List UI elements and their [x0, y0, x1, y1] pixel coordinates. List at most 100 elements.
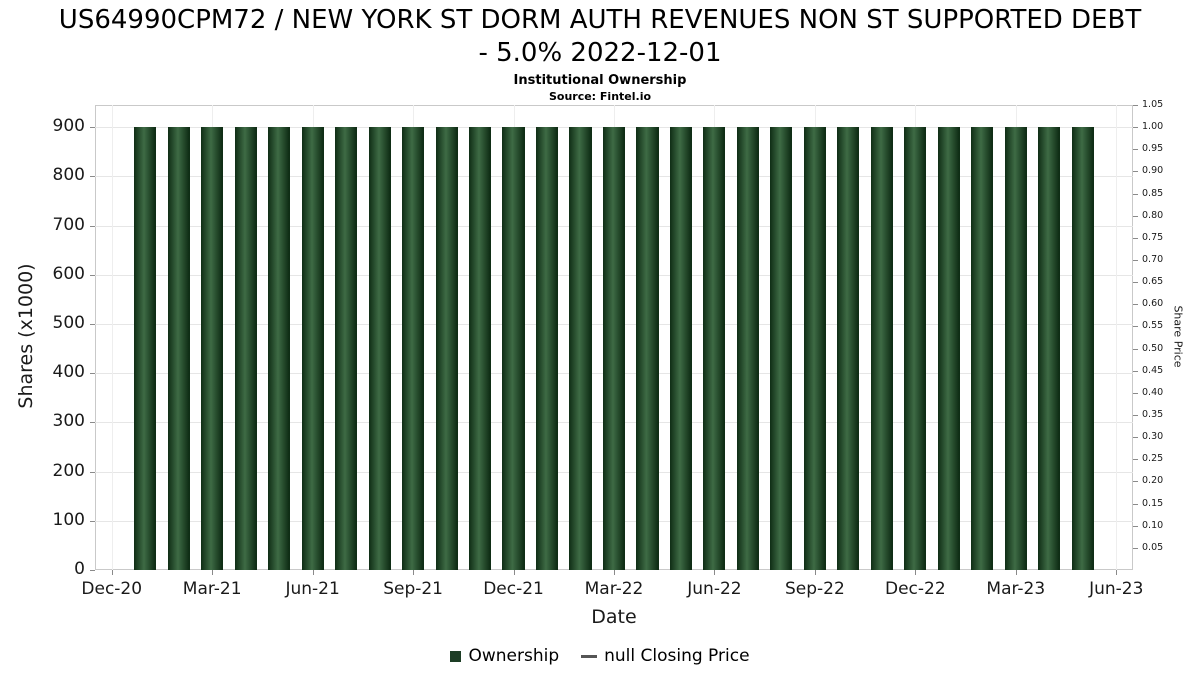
y-axis-tick-label-right: 0.40 — [1142, 386, 1164, 398]
ownership-bar[interactable] — [870, 127, 893, 570]
v-gridline — [1116, 105, 1118, 570]
ownership-bar[interactable] — [234, 127, 257, 570]
y-axis-tick-label-left: 400 — [52, 362, 85, 383]
y-axis-tick-label-left: 300 — [52, 411, 85, 432]
y-axis-tick-mark-right — [1133, 282, 1138, 284]
x-axis-tick-label: Dec-20 — [81, 579, 143, 599]
legend-closing-price-label: null Closing Price — [604, 646, 750, 666]
v-gridline — [111, 105, 113, 570]
legend-item-ownership[interactable]: Ownership — [450, 646, 559, 666]
y-axis-tick-label-right: 1.05 — [1142, 99, 1164, 110]
ownership-bar[interactable] — [535, 127, 559, 570]
y-axis-tick-mark-left — [90, 127, 95, 129]
y-axis-tick-label-right: 1.00 — [1142, 121, 1164, 133]
y-axis-tick-mark-right — [1133, 437, 1138, 439]
y-axis-tick-label-right: 0.05 — [1142, 541, 1164, 553]
ownership-bar[interactable] — [301, 127, 324, 570]
x-axis-tick-label: Sep-21 — [383, 579, 443, 599]
x-axis-tick-mark — [1015, 570, 1017, 575]
y-axis-tick-label-left: 0 — [74, 559, 85, 579]
y-axis-tick-label-right: 0.10 — [1142, 519, 1164, 531]
y-axis-tick-label-right: 0.35 — [1142, 409, 1164, 420]
chart-subtitle: Institutional Ownership — [513, 73, 687, 88]
ownership-bar[interactable] — [469, 127, 492, 570]
y-axis-tick-label-right: 0.55 — [1142, 320, 1164, 332]
x-axis-tick-label: Dec-21 — [483, 579, 544, 599]
y-axis-tick-mark-right — [1133, 193, 1138, 195]
y-axis-tick-mark-left — [90, 225, 95, 227]
y-axis-tick-label-left: 100 — [52, 509, 85, 530]
ownership-legend-marker-icon — [450, 650, 462, 662]
y-axis-tick-mark-left — [90, 520, 95, 522]
y-axis-label-right: Share Price — [1171, 305, 1185, 368]
ownership-bar[interactable] — [167, 127, 190, 570]
ownership-bar[interactable] — [602, 127, 626, 570]
y-axis-tick-mark-right — [1133, 105, 1138, 106]
y-axis-tick-label-right: 0.50 — [1142, 342, 1164, 354]
ownership-bar[interactable] — [636, 127, 659, 570]
x-axis-tick-mark — [413, 570, 415, 575]
ownership-bar[interactable] — [1038, 127, 1061, 570]
y-axis-tick-label-right: 0.85 — [1142, 187, 1164, 199]
y-axis-tick-mark-right — [1133, 348, 1138, 350]
ownership-bar[interactable] — [1071, 127, 1094, 570]
ownership-bar[interactable] — [435, 127, 458, 570]
x-axis-tick-label: Dec-22 — [885, 579, 946, 599]
ownership-bar[interactable] — [669, 127, 692, 570]
ownership-bar[interactable] — [569, 127, 592, 570]
y-axis-tick-mark-right — [1133, 392, 1138, 394]
ownership-bar[interactable] — [134, 127, 157, 570]
x-axis-tick-label: Mar-21 — [182, 579, 242, 599]
ownership-bar[interactable] — [770, 127, 793, 570]
ownership-bar[interactable] — [837, 127, 860, 570]
y-axis-tick-label-right: 0.60 — [1142, 298, 1164, 310]
y-axis-tick-label-right: 0.80 — [1142, 209, 1164, 221]
ownership-bar[interactable] — [335, 127, 358, 570]
y-axis-tick-label-right: 0.70 — [1142, 254, 1164, 265]
closing-price-legend-marker-icon — [581, 654, 598, 658]
y-axis-tick-label-right: 0.45 — [1142, 364, 1164, 376]
x-axis-tick-label: Jun-22 — [687, 579, 742, 599]
y-axis-tick-mark-right — [1133, 503, 1138, 505]
x-axis-tick-mark — [513, 570, 515, 575]
ownership-bar[interactable] — [502, 127, 525, 570]
x-axis-tick-mark — [212, 570, 214, 575]
page-title-line2: - 5.0% 2022-12-01 — [478, 38, 722, 68]
y-axis-tick-label-right: 0.95 — [1142, 143, 1164, 155]
ownership-bar[interactable] — [703, 127, 726, 570]
x-axis-tick-mark — [312, 570, 314, 575]
y-axis-tick-label-left: 900 — [52, 116, 85, 137]
x-axis-tick-mark — [614, 570, 615, 575]
ownership-bar[interactable] — [971, 127, 994, 570]
y-axis-tick-label-right: 0.20 — [1142, 475, 1164, 487]
x-axis-tick-mark — [814, 570, 816, 575]
ownership-bar[interactable] — [368, 127, 391, 570]
y-axis-tick-mark-right — [1133, 370, 1138, 372]
y-axis-tick-mark-right — [1133, 171, 1138, 173]
y-axis-tick-label-left: 600 — [52, 263, 85, 284]
x-axis-tick-label: Mar-22 — [584, 579, 644, 599]
ownership-bar[interactable] — [803, 127, 826, 570]
ownership-bar[interactable] — [1004, 127, 1027, 570]
y-axis-tick-mark-right — [1133, 304, 1138, 306]
x-axis-tick-mark — [915, 570, 917, 575]
legend-item-closing-price[interactable]: null Closing Price — [581, 646, 750, 666]
ownership-bar[interactable] — [268, 127, 291, 570]
ownership-bar[interactable] — [201, 127, 224, 570]
chart-legend: Ownership null Closing Price — [0, 646, 1200, 666]
ownership-bar[interactable] — [937, 127, 960, 570]
chart-source-label: Source: Fintel.io — [548, 90, 652, 103]
y-axis-tick-label-left: 200 — [52, 460, 85, 481]
y-axis-tick-label-left: 800 — [52, 165, 85, 186]
x-axis-tick-mark — [1116, 570, 1118, 575]
page-title-line1: US64990CPM72 / NEW YORK ST DORM AUTH REV… — [58, 5, 1142, 35]
ownership-bar[interactable] — [736, 127, 759, 570]
ownership-bar[interactable] — [402, 127, 425, 570]
y-axis-tick-mark-right — [1133, 481, 1138, 483]
x-axis-tick-mark — [714, 570, 716, 575]
y-axis-tick-label-right: 0.25 — [1142, 453, 1164, 465]
ownership-bar[interactable] — [904, 127, 927, 570]
y-axis-tick-label-left: 500 — [52, 312, 85, 333]
legend-ownership-label: Ownership — [468, 646, 560, 666]
